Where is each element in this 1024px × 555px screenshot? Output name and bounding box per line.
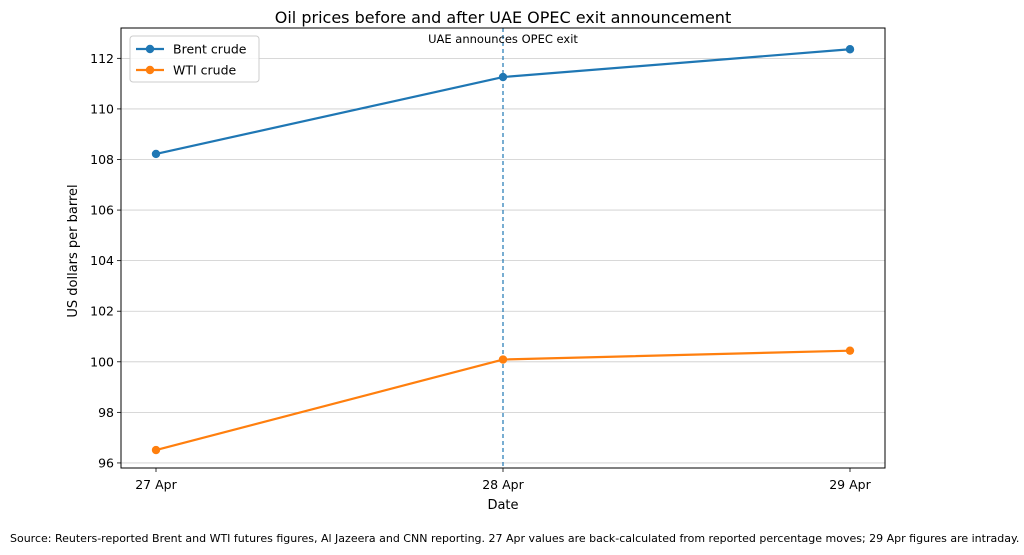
legend-label: WTI crude — [173, 63, 237, 78]
x-tick-label: 27 Apr — [135, 477, 177, 492]
y-tick-label: 106 — [90, 203, 114, 218]
data-point — [151, 149, 161, 159]
y-tick-label: 102 — [90, 304, 114, 319]
data-point — [151, 445, 161, 455]
data-point — [845, 346, 855, 355]
x-tick-label: 29 Apr — [829, 477, 871, 492]
legend: Brent crude WTI crude — [129, 35, 260, 83]
data-point — [845, 45, 855, 54]
legend-label: Brent crude — [173, 42, 247, 57]
annotation-label: UAE announces OPEC exit — [428, 32, 578, 46]
y-tick-label: 98 — [98, 405, 114, 420]
chart-title: Oil prices before and after UAE OPEC exi… — [275, 8, 731, 27]
y-tick-label: 110 — [90, 101, 114, 116]
y-tick-label: 100 — [90, 354, 114, 369]
y-axis-label: US dollars per barrel — [66, 184, 81, 317]
legend-marker — [145, 44, 155, 54]
data-point — [498, 72, 508, 82]
axis-ticks: 96 98 100 102 104 106 108 110 112 27 Apr 28 Apr 29 … — [90, 51, 871, 492]
source-note: Source: Reuters-reported Brent and WTI f… — [10, 532, 1020, 545]
annotation-group: UAE announces OPEC exit — [428, 28, 578, 468]
line-chart: Oil prices before and after UAE OPEC exi… — [66, 8, 886, 513]
y-tick-label: 104 — [90, 253, 114, 268]
x-axis-label: Date — [487, 498, 518, 513]
plot-frame — [120, 27, 886, 469]
y-tick-label: 108 — [90, 152, 114, 167]
series-group — [151, 45, 855, 455]
x-tick-label: 28 Apr — [482, 477, 524, 492]
data-point — [498, 355, 508, 364]
y-tick-label: 96 — [98, 455, 114, 470]
legend-marker — [145, 65, 155, 75]
y-tick-label: 112 — [90, 51, 114, 66]
